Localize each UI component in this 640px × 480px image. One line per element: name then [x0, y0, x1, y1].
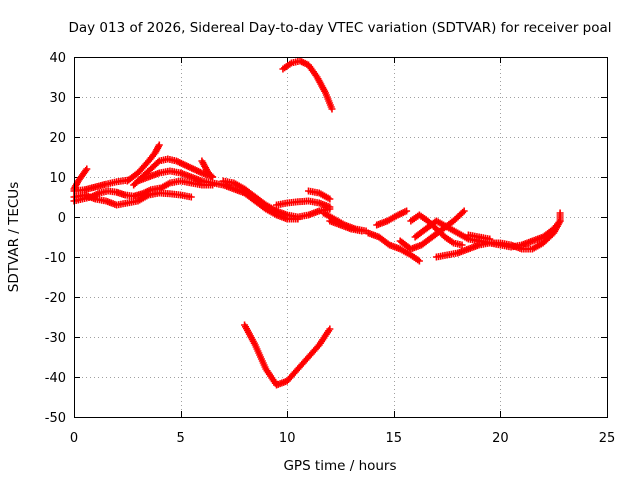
series-track-19: [364, 229, 423, 265]
series-track-14: [241, 321, 334, 389]
data-point: [187, 193, 195, 201]
data-point: [83, 165, 91, 173]
y-tick-label: 0: [58, 211, 66, 226]
data-point: [403, 207, 411, 215]
data-point: [154, 158, 162, 166]
y-tick-label: -50: [45, 411, 66, 426]
data-point: [326, 203, 334, 211]
series-track-3: [70, 176, 131, 195]
series-track-9: [198, 157, 217, 181]
series-track-25: [464, 231, 494, 243]
data-point: [209, 173, 217, 181]
data-point: [209, 181, 217, 189]
axis-ticks: 0 5 10 15 20 25 -50 -40 -30 -20 -10 0 10 20 30 40: [45, 51, 616, 446]
series-track-21: [407, 211, 466, 249]
series-track-7: [134, 167, 227, 189]
data-point: [82, 167, 90, 174]
y-tick-label: -20: [45, 291, 66, 306]
y-tick-label: -30: [45, 331, 66, 346]
series-track-24: [475, 209, 564, 253]
series-track-12: [273, 197, 334, 211]
data-point: [328, 105, 336, 113]
data-point: [326, 325, 334, 333]
series-track-13: [305, 187, 334, 203]
data-point: [460, 207, 468, 215]
y-axis-label: SDTVAR / TECUs: [6, 182, 22, 292]
series-track-5: [123, 141, 163, 185]
series-track-8: [155, 177, 217, 193]
data-point: [326, 195, 334, 203]
data-point: [459, 208, 467, 216]
series-track-18: [373, 207, 411, 229]
plot-frame: [74, 57, 608, 418]
series-track-17: [326, 217, 366, 235]
y-tick-label: 10: [49, 171, 66, 186]
data-marks: [70, 57, 564, 389]
chart-title: Day 013 of 2026, Sidereal Day-to-day VTE…: [68, 20, 611, 36]
y-tick-label: 20: [49, 131, 66, 146]
y-tick-label: 30: [49, 91, 66, 106]
data-point: [458, 241, 466, 249]
y-tick-label: -40: [45, 371, 66, 386]
data-point: [155, 141, 163, 149]
x-tick-label: 20: [492, 431, 509, 446]
y-tick-label: 40: [49, 51, 66, 66]
y-tick-label: -10: [45, 251, 66, 266]
x-axis-label: GPS time / hours: [283, 458, 396, 474]
data-point: [415, 257, 423, 265]
data-point: [294, 215, 302, 223]
series-track-2: [70, 165, 91, 193]
data-point: [486, 235, 494, 243]
x-tick-label: 25: [599, 431, 616, 446]
data-point: [358, 227, 366, 235]
grid: [74, 57, 607, 417]
x-tick-label: 10: [279, 431, 296, 446]
data-point: [556, 209, 564, 217]
x-tick-label: 15: [386, 431, 403, 446]
x-tick-label: 5: [176, 431, 184, 446]
data-point: [207, 172, 215, 180]
series-track-15: [279, 57, 336, 113]
series-track-11: [219, 181, 302, 223]
x-tick-label: 0: [70, 431, 78, 446]
